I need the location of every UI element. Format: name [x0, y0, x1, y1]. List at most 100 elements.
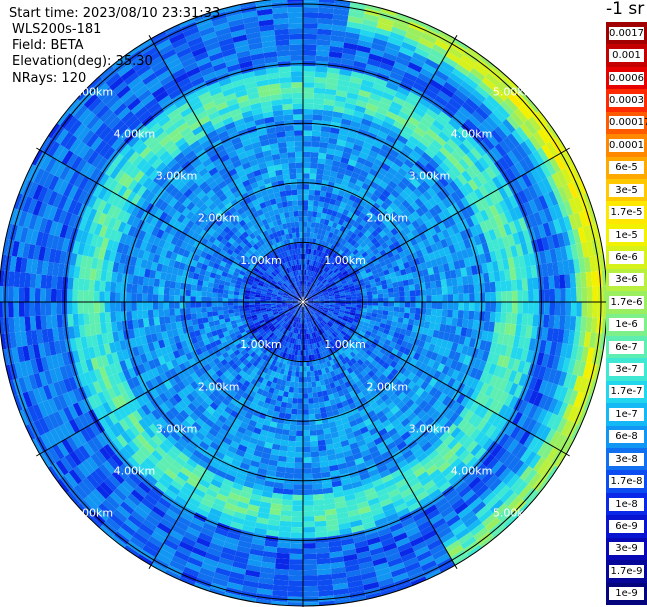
radar-cell — [288, 386, 294, 393]
radar-cell — [441, 286, 448, 295]
radar-cell — [328, 320, 334, 326]
radar-cell — [420, 262, 428, 271]
radar-cell — [368, 261, 375, 268]
radar-cell — [453, 351, 462, 362]
radar-cell — [560, 288, 566, 302]
radar-cell — [335, 319, 342, 324]
radar-cell — [292, 500, 303, 506]
radar-cell — [308, 303, 314, 305]
radar-cell — [463, 410, 474, 422]
radar-cell — [312, 478, 323, 485]
radar-cell — [414, 360, 423, 369]
radar-cell — [369, 92, 382, 102]
radar-cell — [402, 226, 411, 235]
radar-cell — [558, 386, 569, 402]
radar-cell — [502, 470, 516, 486]
radar-cell — [334, 307, 341, 310]
radar-cell — [363, 373, 372, 382]
radar-cell — [452, 68, 467, 81]
radar-cell — [311, 243, 316, 250]
radar-cell — [491, 414, 503, 428]
radar-cell — [345, 308, 351, 312]
radar-cell — [367, 302, 373, 306]
radar-cell — [503, 223, 513, 236]
radar-cell — [467, 319, 474, 329]
radar-cell — [468, 256, 477, 267]
radar-cell — [323, 169, 331, 177]
radar-cell — [399, 296, 405, 302]
radar-cell — [314, 312, 319, 318]
radar-cell — [369, 244, 377, 252]
radar-cell — [356, 238, 364, 246]
radar-cell — [418, 495, 432, 507]
radar-cell — [340, 213, 347, 221]
radar-cell — [330, 273, 337, 279]
radar-cell — [371, 286, 378, 292]
radar-cell — [342, 113, 353, 121]
radar-cell — [532, 406, 544, 422]
radar-cell — [309, 289, 314, 294]
radar-cell — [394, 409, 404, 419]
radar-cell — [308, 243, 313, 249]
radar-cell — [323, 281, 329, 287]
radar-cell — [351, 302, 357, 305]
radar-cell — [548, 190, 559, 206]
radar-cell — [346, 136, 356, 144]
radar-cell — [407, 116, 420, 127]
radar-cell — [303, 237, 307, 244]
radar-cell — [533, 378, 543, 393]
radar-cell — [422, 190, 433, 201]
radar-cell — [307, 295, 312, 299]
radar-cell — [382, 385, 391, 394]
radar-cell — [313, 297, 319, 300]
radar-cell — [413, 188, 423, 198]
radar-cell — [431, 308, 437, 316]
radar-cell — [449, 269, 457, 279]
radar-cell — [307, 303, 313, 307]
radar-cell — [492, 64, 508, 79]
radar-cell — [465, 387, 476, 399]
radar-cell — [318, 315, 324, 320]
radar-cell — [384, 324, 392, 331]
radar-cell — [294, 452, 303, 458]
radar-cell — [510, 477, 524, 493]
radar-cell — [446, 423, 458, 435]
radar-cell — [314, 190, 321, 196]
radar-cell — [455, 371, 465, 383]
radar-cell — [288, 435, 296, 442]
radar-cell — [379, 96, 393, 106]
radar-cell — [532, 438, 545, 454]
radar-cell — [320, 328, 326, 334]
radar-cell — [303, 457, 312, 463]
radar-cell — [469, 401, 480, 413]
radar-cell — [520, 325, 528, 338]
radar-cell — [296, 425, 303, 431]
radar-cell — [343, 284, 349, 289]
radar-cell — [303, 248, 306, 254]
radar-cell — [383, 293, 389, 298]
radar-cell — [284, 413, 292, 420]
radar-cell — [348, 269, 355, 276]
radar-cell — [545, 141, 559, 158]
radar-cell — [340, 299, 346, 302]
radar-cell — [425, 162, 436, 173]
radar-cell — [457, 173, 468, 186]
radar-cell — [403, 217, 412, 227]
radar-cell — [370, 401, 379, 410]
radar-cell — [494, 143, 507, 157]
radar-cell — [457, 126, 470, 139]
radar-cell — [363, 254, 371, 262]
radar-cell — [553, 433, 566, 450]
radar-cell — [306, 264, 309, 271]
radar-cell — [512, 335, 521, 348]
radar-cell — [430, 410, 441, 421]
radar-cell — [407, 214, 416, 224]
radar-cell — [490, 129, 504, 144]
radar-cell — [353, 361, 361, 369]
radar-cell — [317, 568, 332, 576]
radar-cell — [303, 71, 316, 77]
radar-cell — [460, 80, 476, 94]
radar-cell — [351, 304, 357, 308]
radar-cell — [489, 90, 504, 105]
radar-cell — [319, 285, 325, 290]
